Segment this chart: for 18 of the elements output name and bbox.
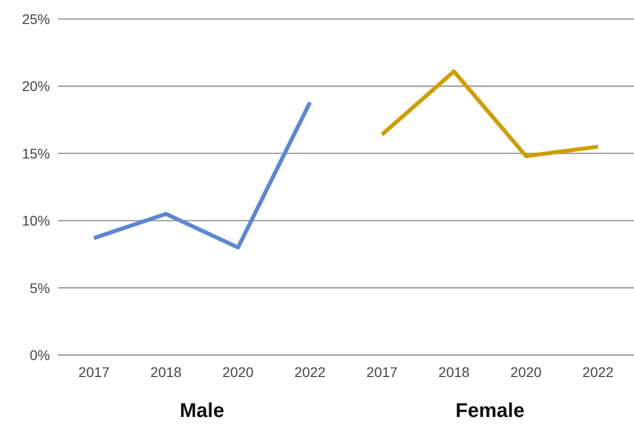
line-series — [380, 69, 600, 158]
x-tick-label: 2017 — [78, 364, 110, 380]
x-tick-label: 2020 — [222, 364, 254, 380]
y-tick-label: 25% — [22, 10, 50, 27]
x-tick-label: 2022 — [582, 364, 614, 380]
y-tick-label: 10% — [22, 212, 50, 229]
text: Female — [454, 400, 526, 423]
y-tick-label: 15% — [22, 145, 50, 162]
x-tick-label: 2018 — [150, 364, 182, 380]
x-tick-label: 2022 — [294, 364, 326, 380]
line-series — [92, 100, 312, 250]
x-tick-label: 2020 — [510, 364, 542, 380]
x-tick-label: 2018 — [438, 364, 470, 380]
x-tick-label: 2017 — [366, 364, 398, 380]
text: Male — [178, 400, 226, 423]
y-tick-label: 5% — [30, 280, 50, 296]
y-tick-label: 0% — [30, 346, 50, 363]
y-tick-label: 20% — [22, 78, 50, 94]
